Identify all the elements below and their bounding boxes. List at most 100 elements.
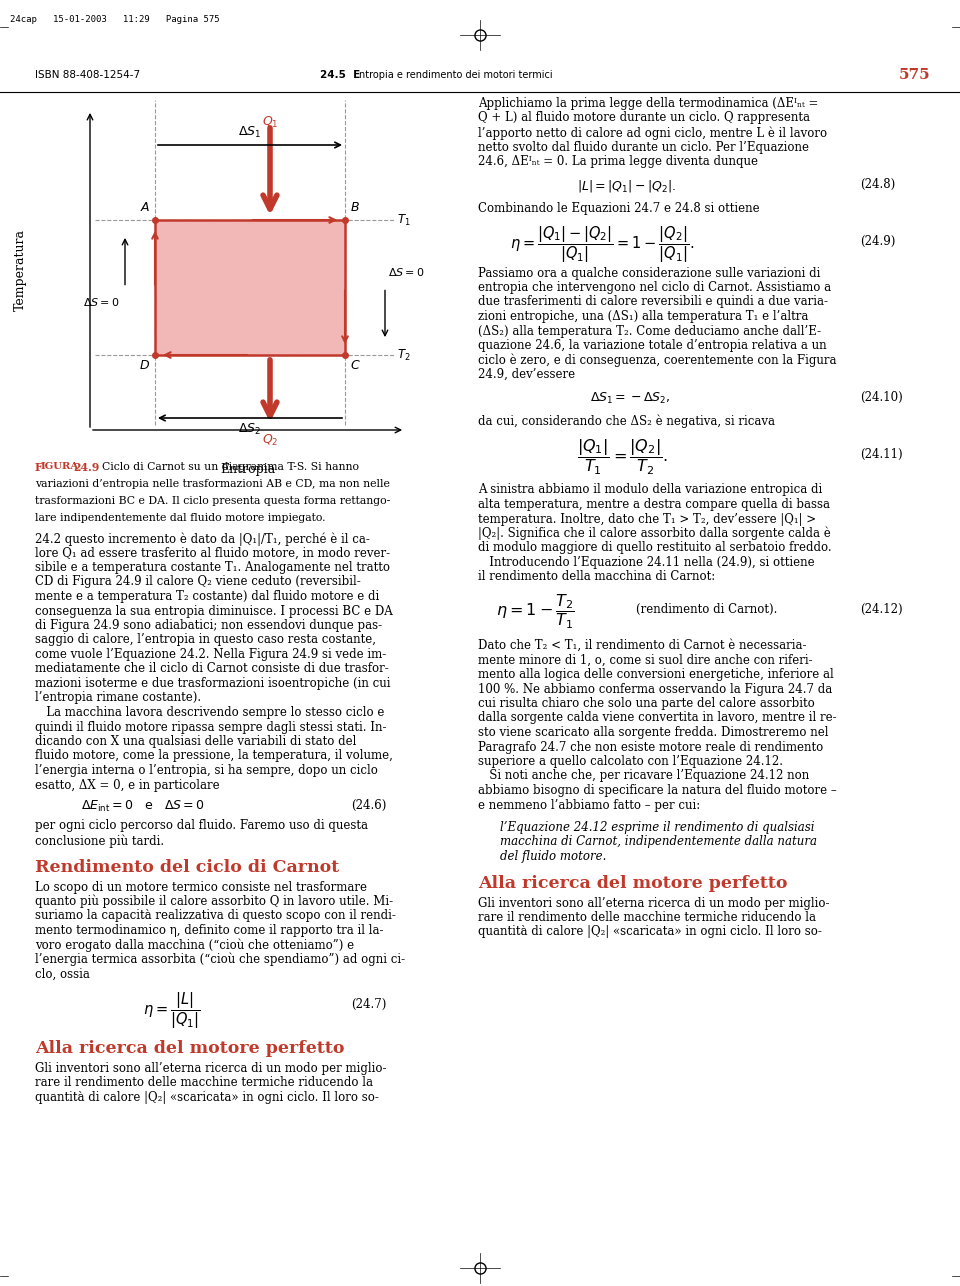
Text: A sinistra abbiamo il modulo della variazione entropica di: A sinistra abbiamo il modulo della varia… xyxy=(478,484,823,496)
Text: ciclo è zero, e di conseguenza, coerentemente con la Figura: ciclo è zero, e di conseguenza, coerente… xyxy=(478,354,836,367)
Text: $T_1$: $T_1$ xyxy=(397,212,411,228)
Text: $\Delta S_1$: $\Delta S_1$ xyxy=(238,125,262,140)
Text: 24cap   15-01-2003   11:29   Pagina 575: 24cap 15-01-2003 11:29 Pagina 575 xyxy=(10,15,220,24)
Text: 24.6, ΔEᴵₙₜ = 0. La prima legge diventa dunque: 24.6, ΔEᴵₙₜ = 0. La prima legge diventa … xyxy=(478,156,758,168)
Text: del fluido motore.: del fluido motore. xyxy=(500,850,607,863)
Text: (24.9): (24.9) xyxy=(860,234,896,247)
Text: l’energia termica assorbita (“cioù che spendiamo”) ad ogni ci-: l’energia termica assorbita (“cioù che s… xyxy=(35,953,405,967)
Text: $C$: $C$ xyxy=(350,359,361,372)
Text: fluido motore, come la pressione, la temperatura, il volume,: fluido motore, come la pressione, la tem… xyxy=(35,750,393,763)
Text: F: F xyxy=(35,462,43,473)
Text: lare indipendentemente dal fluido motore impiegato.: lare indipendentemente dal fluido motore… xyxy=(35,513,325,523)
Text: Gli inventori sono all’eterna ricerca di un modo per miglio-: Gli inventori sono all’eterna ricerca di… xyxy=(478,896,829,909)
Text: $\dfrac{|Q_1|}{T_1} = \dfrac{|Q_2|}{T_2}.$: $\dfrac{|Q_1|}{T_1} = \dfrac{|Q_2|}{T_2}… xyxy=(577,437,668,477)
Text: dalla sorgente calda viene convertita in lavoro, mentre il re-: dalla sorgente calda viene convertita in… xyxy=(478,711,836,724)
Text: due trasferimenti di calore reversibili e quindi a due varia-: due trasferimenti di calore reversibili … xyxy=(478,296,828,309)
Text: entropia che intervengono nel ciclo di Carnot. Assistiamo a: entropia che intervengono nel ciclo di C… xyxy=(478,282,831,294)
Text: CD di Figura 24.9 il calore Q₂ viene ceduto (reversibil-: CD di Figura 24.9 il calore Q₂ viene ced… xyxy=(35,576,361,589)
Text: l’Equazione 24.12 esprime il rendimento di qualsiasi: l’Equazione 24.12 esprime il rendimento … xyxy=(500,820,815,835)
Text: 24.9: 24.9 xyxy=(73,462,99,473)
Text: Paragrafo 24.7 che non esiste motore reale di rendimento: Paragrafo 24.7 che non esiste motore rea… xyxy=(478,741,824,754)
Text: $B$: $B$ xyxy=(350,201,360,213)
Text: (24.6): (24.6) xyxy=(350,799,386,811)
Text: variazioni d’entropia nelle trasformazioni AB e CD, ma non nelle: variazioni d’entropia nelle trasformazio… xyxy=(35,478,390,489)
Text: 575: 575 xyxy=(899,68,930,82)
Text: $Q_1$: $Q_1$ xyxy=(262,114,278,130)
Text: dicando con X una qualsiasi delle variabili di stato del: dicando con X una qualsiasi delle variab… xyxy=(35,736,356,748)
Text: $|L| = |Q_1| - |Q_2|.$: $|L| = |Q_1| - |Q_2|.$ xyxy=(577,177,676,193)
Text: sibile e a temperatura costante T₁. Analogamente nel tratto: sibile e a temperatura costante T₁. Anal… xyxy=(35,561,390,574)
Text: quantità di calore |Q₂| «scaricata» in ogni ciclo. Il loro so-: quantità di calore |Q₂| «scaricata» in o… xyxy=(35,1091,379,1103)
Text: Rendimento del ciclo di Carnot: Rendimento del ciclo di Carnot xyxy=(35,859,339,876)
Text: $\Delta S = 0$: $\Delta S = 0$ xyxy=(388,266,424,279)
Text: (rendimento di Carnot).: (rendimento di Carnot). xyxy=(636,603,777,616)
Text: e nemmeno l’abbiamo fatto – per cui:: e nemmeno l’abbiamo fatto – per cui: xyxy=(478,799,700,811)
Text: Alla ricerca del motore perfetto: Alla ricerca del motore perfetto xyxy=(35,1040,345,1057)
Text: netto svolto dal fluido durante un ciclo. Per l’Equazione: netto svolto dal fluido durante un ciclo… xyxy=(478,140,809,153)
Text: $\eta = \dfrac{|Q_1| - |Q_2|}{|Q_1|} = 1 - \dfrac{|Q_2|}{|Q_1|}.$: $\eta = \dfrac{|Q_1| - |Q_2|}{|Q_1|} = 1… xyxy=(510,225,694,265)
Text: $\eta = 1 - \dfrac{T_2}{T_1}$: $\eta = 1 - \dfrac{T_2}{T_1}$ xyxy=(496,593,575,631)
Text: quindi il fluido motore ripassa sempre dagli stessi stati. In-: quindi il fluido motore ripassa sempre d… xyxy=(35,720,387,733)
Text: |Q₂|. Significa che il calore assorbito dalla sorgente calda è: |Q₂|. Significa che il calore assorbito … xyxy=(478,527,830,540)
Text: (24.11): (24.11) xyxy=(860,448,903,460)
Text: rare il rendimento delle macchine termiche riducendo la: rare il rendimento delle macchine termic… xyxy=(35,1076,373,1089)
Text: l’entropia rimane costante).: l’entropia rimane costante). xyxy=(35,692,202,705)
Text: Lo scopo di un motore termico consiste nel trasformare: Lo scopo di un motore termico consiste n… xyxy=(35,881,367,894)
Text: esatto, ΔX = 0, e in particolare: esatto, ΔX = 0, e in particolare xyxy=(35,778,220,791)
Text: da cui, considerando che ΔS₂ è negativa, si ricava: da cui, considerando che ΔS₂ è negativa,… xyxy=(478,415,775,428)
Text: trasformazioni BC e DA. Il ciclo presenta questa forma rettango-: trasformazioni BC e DA. Il ciclo present… xyxy=(35,496,391,505)
Text: il rendimento della macchina di Carnot:: il rendimento della macchina di Carnot: xyxy=(478,571,715,584)
Text: $Q_2$: $Q_2$ xyxy=(262,433,278,448)
Text: (ΔS₂) alla temperatura T₂. Come deduciamo anche dall’E-: (ΔS₂) alla temperatura T₂. Come deduciam… xyxy=(478,324,821,337)
Text: IGURA: IGURA xyxy=(41,462,80,471)
Text: mente minore di 1, o, come si suol dire anche con riferi-: mente minore di 1, o, come si suol dire … xyxy=(478,653,812,666)
Text: quazione 24.6, la variazione totale d’entropia relativa a un: quazione 24.6, la variazione totale d’en… xyxy=(478,340,827,352)
Text: sto viene scaricato alla sorgente fredda. Dimostreremo nel: sto viene scaricato alla sorgente fredda… xyxy=(478,727,828,739)
Text: temperatura. Inoltre, dato che T₁ > T₂, dev’essere |Q₁| >: temperatura. Inoltre, dato che T₁ > T₂, … xyxy=(478,513,816,526)
Text: mediatamente che il ciclo di Carnot consiste di due trasfor-: mediatamente che il ciclo di Carnot cons… xyxy=(35,662,389,675)
Text: Q + L) al fluido motore durante un ciclo. Q rappresenta: Q + L) al fluido motore durante un ciclo… xyxy=(478,112,810,125)
Polygon shape xyxy=(155,220,345,355)
Text: $D$: $D$ xyxy=(139,359,150,372)
Text: cui risulta chiaro che solo una parte del calore assorbito: cui risulta chiaro che solo una parte de… xyxy=(478,697,815,710)
Text: Entropia: Entropia xyxy=(220,463,276,476)
Text: Introducendo l’Equazione 24.11 nella (24.9), si ottiene: Introducendo l’Equazione 24.11 nella (24… xyxy=(478,556,815,568)
Text: mento alla logica delle conversioni energetiche, inferiore al: mento alla logica delle conversioni ener… xyxy=(478,667,833,682)
Text: clo, ossia: clo, ossia xyxy=(35,967,90,980)
Text: Gli inventori sono all’eterna ricerca di un modo per miglio-: Gli inventori sono all’eterna ricerca di… xyxy=(35,1062,387,1075)
Text: (24.12): (24.12) xyxy=(860,603,903,616)
Text: 24.5  E: 24.5 E xyxy=(320,69,360,80)
Text: ISBN 88-408-1254-7: ISBN 88-408-1254-7 xyxy=(35,69,140,80)
Text: Combinando le Equazioni 24.7 e 24.8 si ottiene: Combinando le Equazioni 24.7 e 24.8 si o… xyxy=(478,202,759,215)
Text: come vuole l’Equazione 24.2. Nella Figura 24.9 si vede im-: come vuole l’Equazione 24.2. Nella Figur… xyxy=(35,648,386,661)
Text: La macchina lavora descrivendo sempre lo stesso ciclo e: La macchina lavora descrivendo sempre lo… xyxy=(35,706,384,719)
Text: ntropia e rendimento dei motori termici: ntropia e rendimento dei motori termici xyxy=(359,69,553,80)
Text: macchina di Carnot, indipendentemente dalla natura: macchina di Carnot, indipendentemente da… xyxy=(500,836,818,849)
Text: Passiamo ora a qualche considerazione sulle variazioni di: Passiamo ora a qualche considerazione su… xyxy=(478,266,821,279)
Text: 24.2 questo incremento è dato da |Q₁|/T₁, perché è il ca-: 24.2 questo incremento è dato da |Q₁|/T₁… xyxy=(35,532,370,545)
Text: Si noti anche che, per ricavare l’Equazione 24.12 non: Si noti anche che, per ricavare l’Equazi… xyxy=(478,769,809,782)
Text: saggio di calore, l’entropia in questo caso resta costante,: saggio di calore, l’entropia in questo c… xyxy=(35,634,376,647)
Text: lore Q₁ ad essere trasferito al fluido motore, in modo rever-: lore Q₁ ad essere trasferito al fluido m… xyxy=(35,547,390,559)
Text: conclusione più tardi.: conclusione più tardi. xyxy=(35,835,164,847)
Text: $\Delta S = 0$: $\Delta S = 0$ xyxy=(84,297,120,309)
Text: mente e a temperatura T₂ costante) dal fluido motore e di: mente e a temperatura T₂ costante) dal f… xyxy=(35,590,379,603)
Text: 24.9, dev’essere: 24.9, dev’essere xyxy=(478,368,575,381)
Text: l’apporto netto di calore ad ogni ciclo, mentre L è il lavoro: l’apporto netto di calore ad ogni ciclo,… xyxy=(478,126,828,139)
Text: superiore a quello calcolato con l’Equazione 24.12.: superiore a quello calcolato con l’Equaz… xyxy=(478,755,783,768)
Text: (24.8): (24.8) xyxy=(860,177,896,190)
Text: conseguenza la sua entropia diminuisce. I processi BC e DA: conseguenza la sua entropia diminuisce. … xyxy=(35,604,393,617)
Text: quantità di calore |Q₂| «scaricata» in ogni ciclo. Il loro so-: quantità di calore |Q₂| «scaricata» in o… xyxy=(478,926,822,939)
Text: (24.7): (24.7) xyxy=(350,998,386,1011)
Text: l’energia interna o l’entropia, si ha sempre, dopo un ciclo: l’energia interna o l’entropia, si ha se… xyxy=(35,764,378,777)
Text: Temperatura: Temperatura xyxy=(13,229,27,311)
Text: mento termodinamico η, definito come il rapporto tra il la-: mento termodinamico η, definito come il … xyxy=(35,925,383,937)
Text: quanto più possibile il calore assorbito Q in lavoro utile. Mi-: quanto più possibile il calore assorbito… xyxy=(35,895,394,908)
Text: Ciclo di Carnot su un diagramma T-S. Si hanno: Ciclo di Carnot su un diagramma T-S. Si … xyxy=(95,462,359,472)
Text: $\Delta S_2$: $\Delta S_2$ xyxy=(238,422,261,437)
Text: $\Delta S_1 = -\Delta S_2,$: $\Delta S_1 = -\Delta S_2,$ xyxy=(590,391,671,405)
Text: $A$: $A$ xyxy=(139,201,150,213)
Text: voro erogato dalla macchina (“cioù che otteniamo”) e: voro erogato dalla macchina (“cioù che o… xyxy=(35,939,354,952)
Text: rare il rendimento delle macchine termiche riducendo la: rare il rendimento delle macchine termic… xyxy=(478,910,816,925)
Text: Alla ricerca del motore perfetto: Alla ricerca del motore perfetto xyxy=(478,874,787,891)
